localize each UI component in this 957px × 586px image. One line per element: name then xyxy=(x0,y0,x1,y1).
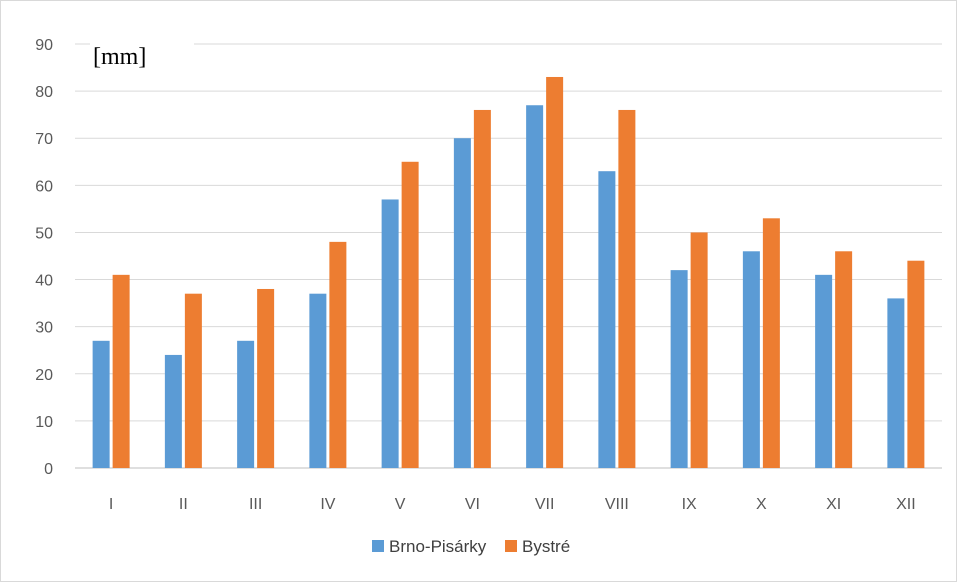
x-tick-label: XI xyxy=(826,496,841,513)
bar-brno-pisarky-ii xyxy=(164,354,182,468)
legend-swatch xyxy=(372,540,384,552)
y-axis-ticks: 0 10 20 30 40 50 60 70 80 90 xyxy=(35,37,53,478)
unit-label-background xyxy=(90,31,194,79)
bar-brno-pisarky-x xyxy=(742,251,760,468)
y-tick-label: 20 xyxy=(35,367,53,384)
gridlines xyxy=(75,43,942,469)
x-tick-label: XII xyxy=(896,496,916,513)
y-tick-label: 60 xyxy=(35,178,53,195)
legend-label: Brno-Pisárky xyxy=(389,537,487,556)
x-tick-label: II xyxy=(179,496,188,513)
bar-brno-pisarky-xi xyxy=(815,274,833,468)
y-tick-label: 30 xyxy=(35,320,53,337)
bar-bystre-iv xyxy=(329,241,347,468)
bar-bystre-vii xyxy=(546,76,564,468)
x-tick-label: VII xyxy=(535,496,555,513)
legend-swatch xyxy=(505,540,517,552)
bar-bystre-v xyxy=(401,161,419,468)
y-tick-label: 70 xyxy=(35,131,53,148)
y-tick-label: 80 xyxy=(35,84,53,101)
y-tick-label: 50 xyxy=(35,225,53,242)
bar-bystre-viii xyxy=(618,109,636,468)
bar-bystre-ii xyxy=(184,293,202,468)
bar-bystre-x xyxy=(762,218,780,468)
x-axis-ticks: I II III IV V VI VII VIII IX X XI XII xyxy=(109,496,916,513)
y-tick-label: 0 xyxy=(44,461,53,478)
bar-brno-pisarky-viii xyxy=(598,171,616,468)
bars xyxy=(92,76,925,468)
y-tick-label: 10 xyxy=(35,414,53,431)
legend: Brno-Pisárky Bystré xyxy=(372,537,570,556)
bar-bystre-xii xyxy=(907,260,925,468)
bar-brno-pisarky-v xyxy=(381,199,399,468)
legend-label: Bystré xyxy=(522,537,570,556)
bar-brno-pisarky-iii xyxy=(237,340,255,468)
y-tick-label: 90 xyxy=(35,37,53,54)
bar-bystre-i xyxy=(112,274,130,468)
bar-bystre-xi xyxy=(835,251,853,468)
bar-brno-pisarky-vi xyxy=(453,138,471,468)
unit-label: [mm] xyxy=(93,44,146,70)
x-tick-label: X xyxy=(756,496,767,513)
bar-brno-pisarky-iv xyxy=(309,293,327,468)
bar-brno-pisarky-i xyxy=(92,340,110,468)
bar-brno-pisarky-xii xyxy=(887,298,905,468)
bar-bystre-iii xyxy=(257,288,275,468)
x-tick-label: I xyxy=(109,496,113,513)
x-tick-label: V xyxy=(395,496,406,513)
bar-bystre-vi xyxy=(473,109,491,468)
x-tick-label: IV xyxy=(320,496,335,513)
bar-bystre-ix xyxy=(690,232,708,468)
x-tick-label: III xyxy=(249,496,262,513)
bar-brno-pisarky-ix xyxy=(670,270,688,468)
x-tick-label: IX xyxy=(682,496,697,513)
bar-brno-pisarky-vii xyxy=(526,105,544,468)
x-tick-label: VIII xyxy=(605,496,629,513)
y-tick-label: 40 xyxy=(35,273,53,290)
x-tick-label: VI xyxy=(465,496,480,513)
